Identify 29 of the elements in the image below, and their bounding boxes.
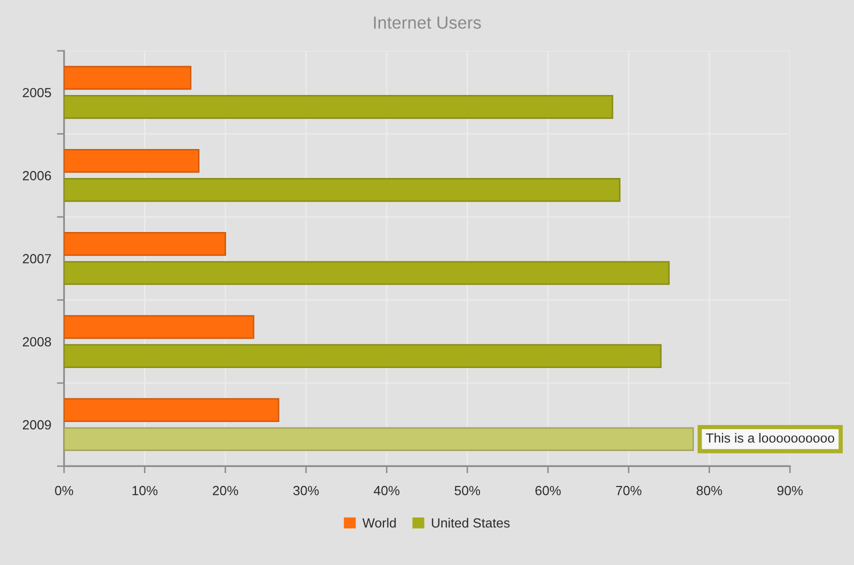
y-tick-label: 2005 (22, 88, 51, 98)
x-tick-label: 70% (616, 486, 642, 496)
x-tick-label: 90% (777, 486, 803, 496)
bar (64, 232, 226, 256)
y-tick-label: 2009 (22, 420, 51, 430)
y-tick-label: 2008 (22, 337, 51, 346)
bar (64, 315, 254, 339)
x-tick-label: 10% (132, 486, 158, 496)
legend-label: World (362, 518, 396, 528)
x-tick-label: 30% (293, 486, 319, 496)
chart-title: Internet Users (374, 16, 481, 29)
x-tick-label: 0% (55, 486, 74, 496)
x-tick-label: 20% (212, 486, 238, 496)
legend-label: United States (432, 518, 510, 528)
x-tick-label: 80% (696, 486, 722, 496)
bar (64, 398, 280, 422)
x-tick-label: 50% (454, 486, 480, 496)
bar (64, 427, 694, 452)
bar (64, 148, 200, 173)
bar (64, 66, 192, 90)
y-tick-label: 2006 (22, 171, 51, 180)
bar (64, 344, 662, 368)
annotation: This is a loooooooooo (706, 432, 834, 443)
y-tick-label: 2007 (22, 254, 51, 264)
bar (64, 178, 620, 202)
bar (64, 261, 670, 285)
bar (64, 95, 614, 119)
x-tick-label: 40% (374, 486, 400, 496)
x-tick-label: 60% (535, 486, 561, 496)
